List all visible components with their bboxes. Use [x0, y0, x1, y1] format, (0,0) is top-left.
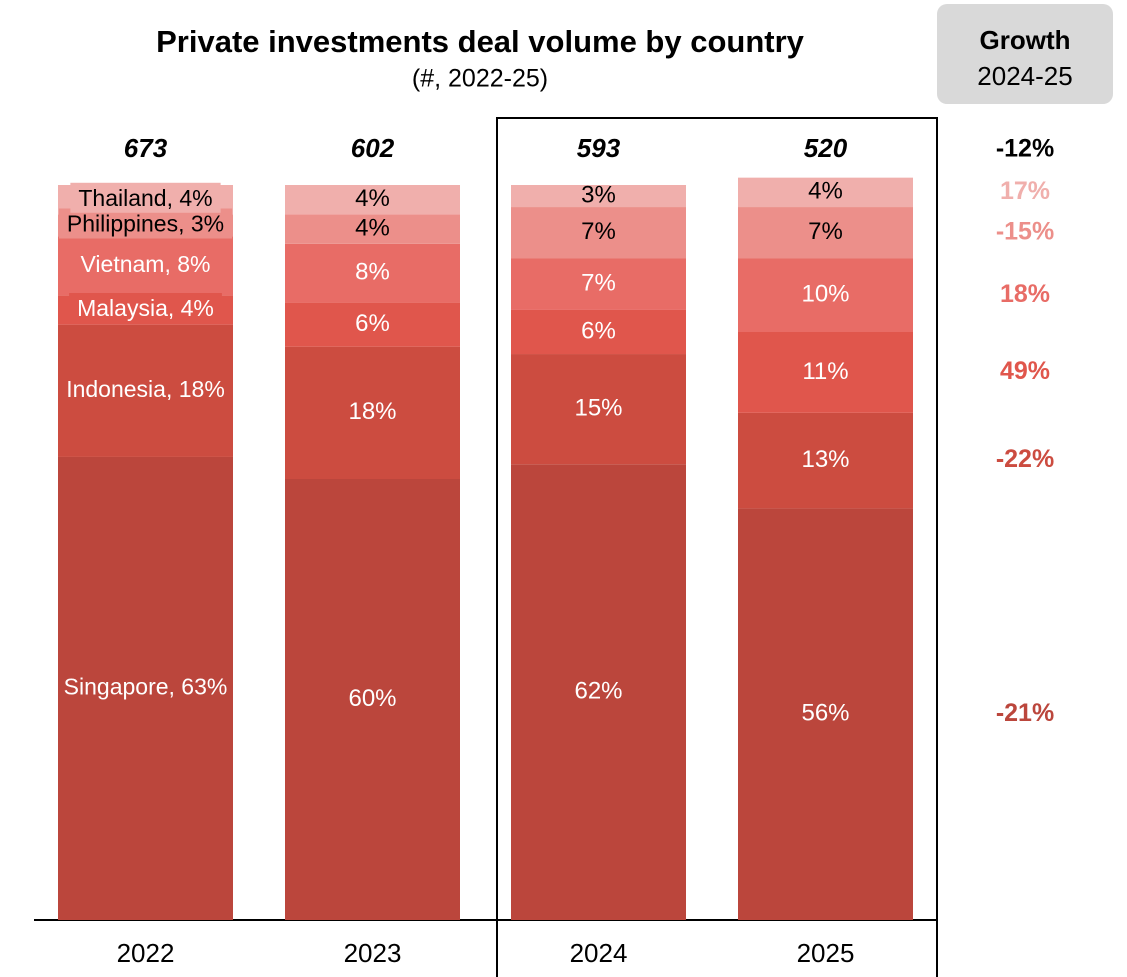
bar-segment: Vietnam	[511, 258, 686, 310]
labels: Singapore, 63% Indonesia, 18% Malaysia, 4%…	[58, 178, 850, 727]
growth-label: 49%	[1000, 357, 1050, 385]
bar-segment: Philippines	[511, 207, 686, 259]
chart-title: Private investments deal volume by count…	[156, 24, 805, 59]
value-label: Malaysia, 4%	[77, 295, 214, 321]
highlight-box	[496, 117, 938, 977]
total-label: 593	[577, 133, 621, 163]
growth-label: -15%	[996, 217, 1054, 245]
label-background	[58, 208, 233, 239]
bar-segment: Philippines	[738, 207, 913, 259]
bar-segment: Singapore	[738, 508, 913, 920]
bar-segment: Singapore	[285, 479, 460, 920]
label-background	[69, 293, 222, 324]
x-tick-label: 2023	[344, 938, 402, 968]
growth-label: -22%	[996, 445, 1054, 473]
growth-label: 18%	[1000, 280, 1050, 308]
bar-segment: Thailand	[511, 185, 686, 208]
growth-total-label: -12%	[996, 135, 1054, 163]
bar-segment: Malaysia	[285, 302, 460, 347]
label-background	[58, 373, 233, 404]
total-label: 520	[804, 133, 848, 163]
x-tick-label: 2022	[117, 938, 175, 968]
value-label: 4%	[355, 214, 390, 241]
growth-label: 17%	[1000, 177, 1050, 205]
growth-period: 2024-25	[977, 61, 1072, 91]
value-label: 56%	[801, 700, 849, 727]
value-label: 4%	[808, 178, 843, 205]
value-label: 8%	[355, 259, 390, 286]
value-label: Singapore, 63%	[64, 674, 228, 700]
bar-segment: Singapore	[58, 456, 233, 920]
value-label: Indonesia, 18%	[66, 376, 225, 402]
bar-segment: Singapore	[511, 464, 686, 920]
bar-segment: Malaysia	[511, 309, 686, 355]
value-label: 18%	[348, 398, 396, 425]
bar-segment: Indonesia	[511, 354, 686, 465]
value-label: Vietnam, 8%	[81, 251, 211, 277]
value-label: 62%	[574, 677, 622, 704]
label-background	[72, 248, 219, 279]
growth-label: -21%	[996, 699, 1054, 727]
growth-title: Growth	[980, 25, 1071, 55]
segments: SingaporeIndonesiaMalaysiaVietnamPhilipp…	[58, 177, 913, 920]
value-label: 13%	[801, 446, 849, 473]
value-label: Philippines, 3%	[67, 211, 224, 237]
value-label: 6%	[581, 317, 616, 344]
value-label: 10%	[801, 281, 849, 308]
value-label: 15%	[574, 395, 622, 422]
value-label: 3%	[581, 181, 616, 208]
x-tick-label: 2025	[797, 938, 855, 968]
bar-segment: Thailand	[738, 177, 913, 208]
value-label: 11%	[802, 358, 848, 385]
value-label: 7%	[581, 218, 616, 245]
label-background	[70, 182, 221, 213]
growth-header-box	[937, 4, 1113, 104]
total-label: 673	[124, 133, 168, 163]
value-label: 4%	[355, 185, 390, 212]
bar-segment: Indonesia	[738, 412, 913, 509]
chart-subtitle: (#, 2022-25)	[412, 65, 548, 93]
bar-segment: Vietnam	[285, 243, 460, 303]
value-label: 60%	[348, 685, 396, 712]
bar-segment: Thailand	[285, 185, 460, 215]
value-label: 7%	[808, 218, 843, 245]
bar-segment: Indonesia	[285, 346, 460, 479]
bar-segment: Vietnam	[738, 258, 913, 332]
bar-segment: Malaysia	[738, 332, 913, 413]
value-label: 6%	[355, 310, 390, 337]
bar-segment: Philippines	[285, 214, 460, 244]
value-label: 7%	[581, 270, 616, 297]
value-label: Thailand, 4%	[78, 185, 212, 211]
total-label: 602	[351, 133, 395, 163]
x-tick-label: 2024	[570, 938, 628, 968]
